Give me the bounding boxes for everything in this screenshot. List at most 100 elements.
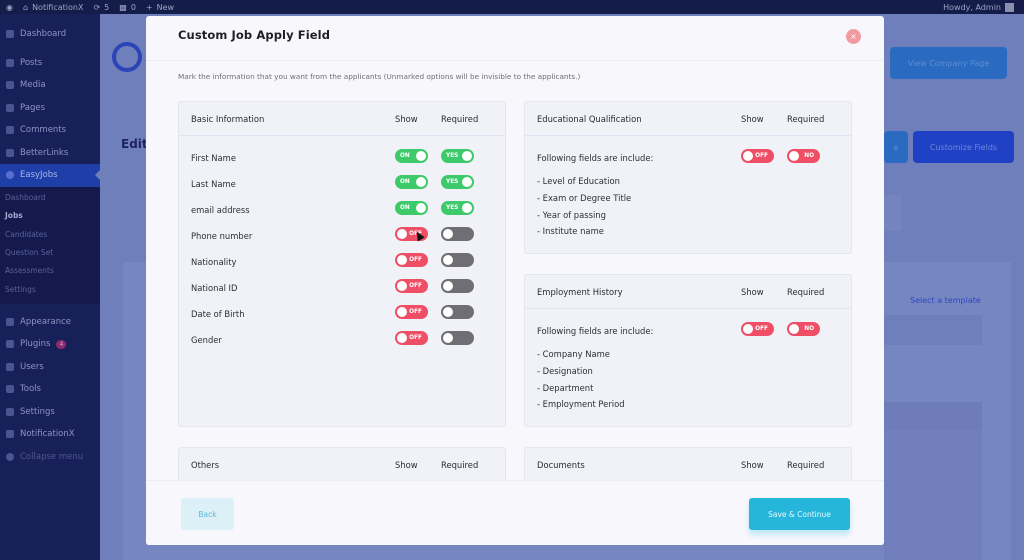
show-toggle-nationality[interactable]: OFF xyxy=(395,253,428,267)
background-tab[interactable] xyxy=(884,195,902,231)
educational-qualification-card: Educational Qualification Show Required … xyxy=(524,101,852,254)
field-label: Date of Birth xyxy=(191,309,245,319)
required-column-header: Required xyxy=(787,113,825,124)
submenu-question-set[interactable]: Question Set xyxy=(5,248,54,258)
close-icon[interactable]: × xyxy=(846,29,861,44)
show-toggle-date-of-birth[interactable]: OFF xyxy=(395,305,428,319)
toggle-knob xyxy=(743,324,753,334)
toggle-knob xyxy=(743,151,753,161)
sidebar-item-pages[interactable]: Pages xyxy=(0,97,100,120)
employment-history-card: Employment History Show Required Followi… xyxy=(524,274,852,427)
modal-title: Custom Job Apply Field xyxy=(178,28,331,42)
pin-icon xyxy=(6,58,14,67)
collapse-menu-button[interactable]: Collapse menu xyxy=(0,445,100,468)
toggle-knob xyxy=(443,307,453,317)
show-toggle-first-name[interactable]: ON xyxy=(395,149,428,163)
easyjobs-submenu: Dashboard Jobs Candidates Question Set A… xyxy=(0,186,100,305)
settings-icon xyxy=(6,407,14,416)
background-template-field xyxy=(884,315,982,345)
required-toggle-national-id[interactable] xyxy=(441,279,474,293)
refresh-icon: ⟳ xyxy=(93,2,101,12)
wordpress-logo-icon[interactable]: ◉ xyxy=(6,2,13,12)
submenu-dashboard[interactable]: Dashboard xyxy=(5,193,46,203)
toggle-knob xyxy=(397,307,407,317)
card-title: Basic Information xyxy=(191,113,265,124)
show-toggle-email[interactable]: ON xyxy=(395,201,428,215)
submenu-jobs[interactable]: Jobs xyxy=(5,211,23,221)
sidebar-item-plugins[interactable]: Plugins 4 xyxy=(0,333,100,356)
submenu-candidates[interactable]: Candidates xyxy=(5,229,48,239)
updates-link[interactable]: ⟳ 5 xyxy=(93,2,110,12)
view-company-page-button[interactable]: View Company Page xyxy=(890,47,1007,79)
required-toggle-employment[interactable]: NO xyxy=(787,322,820,336)
show-column-header: Show xyxy=(741,113,764,124)
required-toggle-date-of-birth[interactable] xyxy=(441,305,474,319)
toggle-knob xyxy=(397,229,407,239)
comment-icon: ▩ xyxy=(119,2,127,12)
sidebar-item-betterlinks[interactable]: BetterLinks xyxy=(0,142,100,165)
new-content-link[interactable]: + New xyxy=(145,2,175,12)
required-toggle-education[interactable]: NO xyxy=(787,149,820,163)
field-label: Last Name xyxy=(191,179,236,189)
required-toggle-email[interactable]: YES xyxy=(441,201,474,215)
show-toggle-national-id[interactable]: OFF xyxy=(395,279,428,293)
show-column-header: Show xyxy=(395,459,418,470)
avatar xyxy=(1005,2,1014,12)
sidebar-item-notificationx[interactable]: NotificationX xyxy=(0,423,100,446)
toggle-knob xyxy=(462,177,472,187)
list-item: - Exam or Degree Title xyxy=(537,193,632,203)
user-menu[interactable]: Howdy, Admin xyxy=(943,2,1014,12)
admin-bar: ◉ ⌂ NotificationX ⟳ 5 ▩ 0 + New Howdy, Admin xyxy=(0,0,1024,14)
background-preview-box xyxy=(884,402,982,560)
required-column-header: Required xyxy=(441,113,479,124)
easyjobs-logo-icon xyxy=(112,42,142,72)
custom-job-apply-field-modal: Custom Job Apply Field × Mark the inform… xyxy=(146,16,884,545)
card-header: Educational Qualification Show Required xyxy=(525,102,851,136)
toggle-knob xyxy=(789,324,799,334)
card-header: Documents Show Required xyxy=(525,448,851,482)
sidebar-item-posts[interactable]: Posts xyxy=(0,52,100,75)
sidebar-item-comments[interactable]: Comments xyxy=(0,119,100,142)
select-template-link[interactable]: Select a template xyxy=(910,296,981,305)
card-title: Educational Qualification xyxy=(537,113,642,124)
required-toggle-nationality[interactable] xyxy=(441,253,474,267)
field-label: First Name xyxy=(191,153,236,163)
comments-link[interactable]: ▩ 0 xyxy=(119,2,136,12)
show-toggle-employment[interactable]: OFF xyxy=(741,322,774,336)
fields-intro: Following fields are include: xyxy=(537,326,654,336)
background-action-button[interactable]: e xyxy=(884,131,908,163)
list-item: - Employment Period xyxy=(537,399,625,409)
customize-fields-button[interactable]: Customize Fields xyxy=(913,131,1014,163)
back-button[interactable]: Back xyxy=(181,498,234,530)
sidebar-item-tools[interactable]: Tools xyxy=(0,378,100,401)
show-column-header: Show xyxy=(395,113,418,124)
toggle-knob xyxy=(443,281,453,291)
home-icon: ⌂ xyxy=(22,2,29,12)
show-toggle-phone[interactable]: OFF xyxy=(395,227,428,241)
show-toggle-gender[interactable]: OFF xyxy=(395,331,428,345)
sidebar-item-media[interactable]: Media xyxy=(0,74,100,97)
sidebar-item-appearance[interactable]: Appearance xyxy=(0,310,100,333)
required-toggle-phone[interactable] xyxy=(441,227,474,241)
modal-footer: Back Save & Continue xyxy=(146,480,884,545)
required-toggle-gender[interactable] xyxy=(441,331,474,345)
toggle-knob xyxy=(397,255,407,265)
wrench-icon xyxy=(6,385,14,394)
submenu-settings[interactable]: Settings xyxy=(5,284,36,294)
basic-information-card: Basic Information Show Required First Na… xyxy=(178,101,506,427)
show-column-header: Show xyxy=(741,459,764,470)
show-toggle-education[interactable]: OFF xyxy=(741,149,774,163)
card-title: Employment History xyxy=(537,286,623,297)
sidebar-item-dashboard[interactable]: Dashboard xyxy=(0,23,100,46)
field-label: Gender xyxy=(191,335,222,345)
required-column-header: Required xyxy=(787,459,825,470)
submenu-assessments[interactable]: Assessments xyxy=(5,266,54,276)
sidebar-item-users[interactable]: Users xyxy=(0,355,100,378)
required-toggle-first-name[interactable]: YES xyxy=(441,149,474,163)
sidebar-item-easyjobs[interactable]: EasyJobs xyxy=(0,164,100,187)
show-toggle-last-name[interactable]: ON xyxy=(395,175,428,189)
site-name-link[interactable]: ⌂ NotificationX xyxy=(22,2,84,12)
save-continue-button[interactable]: Save & Continue xyxy=(749,498,850,530)
sidebar-item-settings[interactable]: Settings xyxy=(0,400,100,423)
required-toggle-last-name[interactable]: YES xyxy=(441,175,474,189)
